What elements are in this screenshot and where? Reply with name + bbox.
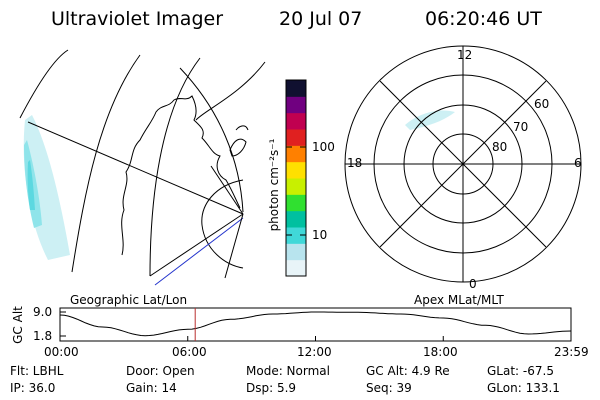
- lat-label-70: 70: [513, 120, 529, 134]
- lat-label-80: 80: [492, 140, 508, 154]
- info-dsp: Dsp: 5.9: [246, 381, 297, 395]
- color-bar: [286, 80, 306, 277]
- left-panel-caption: Geographic Lat/Lon: [70, 293, 188, 307]
- mlt-label-6: 6: [574, 156, 582, 170]
- color-bar-segment: [286, 161, 306, 179]
- x-tick-label-1800: 18:00: [423, 345, 458, 359]
- orbit-line-3: [224, 213, 244, 279]
- info-seq: Seq: 39: [366, 381, 412, 395]
- info-mode: Mode: Normal: [246, 364, 330, 378]
- instrument-title: Ultraviolet Imager: [51, 8, 224, 30]
- x-tick-label-0600: 06:00: [172, 345, 207, 359]
- info-filter: Flt: LBHL: [10, 364, 64, 378]
- x-tick-label-1200: 12:00: [297, 345, 332, 359]
- y-tick-label-top: 9.0: [33, 305, 53, 319]
- color-bar-tick-10: 10: [312, 228, 328, 242]
- color-bar-frame: [285, 79, 307, 277]
- coastline: [121, 95, 241, 256]
- color-bar-segment: [286, 112, 306, 130]
- color-bar-segment: [286, 178, 306, 195]
- color-bar-ticks: [286, 146, 306, 236]
- observation-date: 20 Jul 07: [279, 8, 363, 30]
- meridian-arc-3: [149, 57, 201, 277]
- orbit-line-2: [154, 217, 244, 286]
- polar-plot: [344, 45, 582, 283]
- x-ticks: [59, 336, 572, 341]
- color-bar-segment: [286, 243, 306, 261]
- orbit-line-4: [210, 165, 244, 215]
- lat-arc-2: [201, 179, 244, 269]
- info-door: Door: Open: [126, 364, 195, 378]
- color-bar-segment: [286, 96, 306, 114]
- info-glat: GLat: -67.5: [487, 364, 554, 378]
- color-bar-segment: [286, 80, 306, 97]
- meridian-arc-1: [19, 49, 69, 119]
- altitude-series-line: [59, 311, 572, 337]
- orbit-line-1: [149, 213, 244, 277]
- altitude-timeline: [59, 307, 572, 342]
- observation-time: 06:20:46 UT: [425, 8, 542, 30]
- island-outline-2: [235, 125, 249, 131]
- lat-arc-1: [179, 67, 244, 213]
- info-glon: GLon: 133.1: [487, 381, 560, 395]
- mlt-label-18: 18: [347, 156, 363, 170]
- x-tick-label-0000: 00:00: [44, 345, 79, 359]
- meridian-arc-2: [71, 54, 141, 273]
- mlt-label-12: 12: [457, 48, 473, 62]
- color-bar-segment: [286, 210, 306, 228]
- island-outline: [229, 138, 247, 157]
- aurora-emission-polar: [405, 110, 455, 130]
- x-tick-label-2359: 23:59: [554, 345, 589, 359]
- y-tick-label-bottom: 1.8: [33, 329, 53, 343]
- color-bar-segment: [286, 129, 306, 146]
- color-bar-tick-100: 100: [312, 140, 335, 154]
- color-bar-unit-label: photon cm⁻²s⁻¹: [267, 138, 281, 232]
- sun-direction-line: [27, 121, 244, 215]
- color-bar-segment: [286, 259, 306, 277]
- color-bar-segment: [286, 145, 306, 163]
- polar-diagonal-2: [379, 80, 547, 248]
- info-ip: IP: 36.0: [10, 381, 56, 395]
- lat-label-60: 60: [534, 97, 550, 111]
- info-gain: Gain: 14: [126, 381, 177, 395]
- aurora-emission-left: [23, 115, 71, 260]
- timeline-ylabel: GC Alt: [11, 306, 25, 344]
- info-gc-alt: GC Alt: 4.9 Re: [366, 364, 450, 378]
- color-bar-segment: [286, 194, 306, 212]
- color-bar-segment: [286, 227, 306, 244]
- mlt-label-0: 0: [469, 277, 477, 291]
- geographic-map: [19, 49, 266, 286]
- right-panel-caption: Apex MLat/MLT: [414, 293, 504, 307]
- meridian-arc-4: [195, 61, 266, 121]
